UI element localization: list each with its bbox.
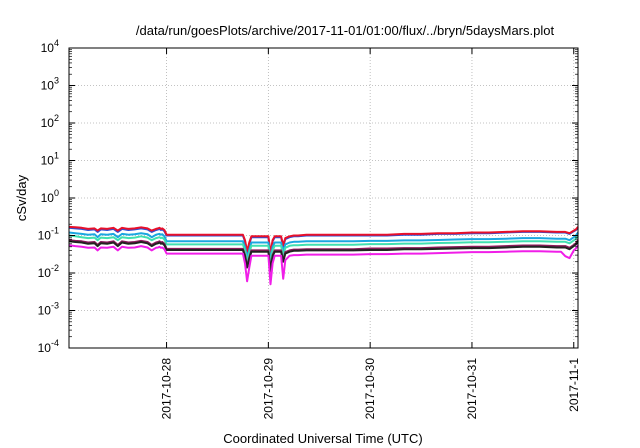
series-layer — [68, 225, 579, 286]
y-tick-label: 10-3 — [38, 301, 59, 318]
y-tick-label: 100 — [41, 188, 59, 205]
x-axis-label: Coordinated Universal Time (UTC) — [223, 431, 422, 446]
x-tick-label: 2017-11-1 — [567, 358, 581, 412]
y-tick-label: 102 — [41, 113, 59, 130]
y-tick-label: 10-4 — [38, 338, 59, 355]
y-tick-label: 101 — [41, 151, 59, 168]
chart-title: /data/run/goesPlots/archive/2017-11-01/0… — [136, 23, 555, 38]
y-axis-label: cSv/day — [14, 174, 29, 221]
series-line-2 — [68, 225, 579, 256]
y-tick-label: 104 — [41, 38, 59, 55]
y-tick-label: 10-2 — [38, 263, 59, 280]
series-line-3 — [68, 231, 579, 263]
x-tick-label: 2017-10-28 — [160, 358, 174, 420]
y-tick-label: 10-1 — [38, 226, 59, 243]
x-tick-label: 2017-10-30 — [363, 358, 377, 420]
series-line-6 — [68, 240, 579, 273]
x-tick-label: 2017-10-31 — [465, 358, 479, 420]
series-line-7 — [68, 244, 579, 286]
x-axis: 2017-10-28 2017-10-29 2017-10-30 2017-10-31… — [160, 48, 581, 419]
y-tick-label: 103 — [41, 76, 59, 93]
x-tick-label: 2017-10-29 — [261, 358, 275, 420]
series-line-4 — [68, 234, 579, 267]
series-line-5 — [68, 239, 579, 271]
y-axis: 10-4 10-3 10-2 10-1 100 101 102 103 104 — [38, 38, 578, 355]
